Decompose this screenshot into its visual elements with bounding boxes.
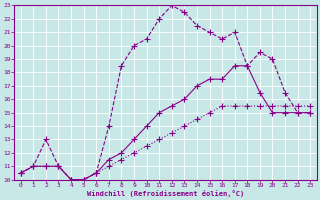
X-axis label: Windchill (Refroidissement éolien,°C): Windchill (Refroidissement éolien,°C) bbox=[87, 190, 244, 197]
